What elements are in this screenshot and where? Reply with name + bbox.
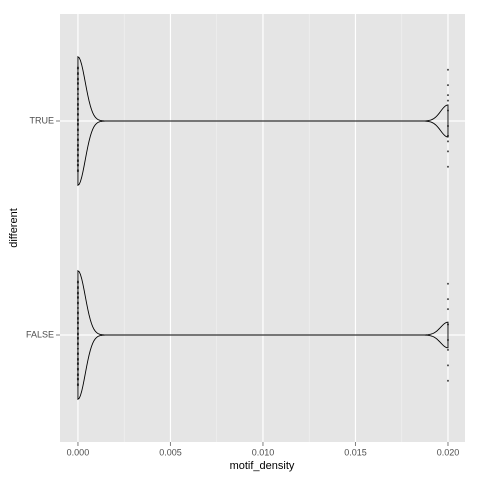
x-tick-label: 0.020 (437, 447, 460, 457)
x-tick-label: 0.010 (252, 447, 275, 457)
y-tick-label: FALSE (26, 329, 54, 339)
point (446, 124, 449, 127)
point (446, 282, 449, 285)
point (76, 113, 79, 116)
point (446, 379, 449, 382)
point (76, 358, 79, 361)
point (76, 139, 79, 142)
point (76, 384, 79, 387)
point (76, 343, 79, 346)
point (76, 363, 79, 366)
point (76, 302, 79, 305)
x-tick-label: 0.005 (159, 447, 182, 457)
point (76, 119, 79, 122)
point (76, 98, 79, 101)
point (76, 337, 79, 340)
point (76, 83, 79, 86)
point (76, 160, 79, 163)
point (76, 88, 79, 91)
point (76, 297, 79, 300)
point (446, 323, 449, 326)
point (76, 281, 79, 284)
point (76, 123, 79, 126)
point (446, 165, 449, 168)
point (76, 104, 79, 107)
point (76, 378, 79, 381)
point (76, 149, 79, 152)
point (76, 353, 79, 356)
point (446, 308, 449, 311)
violin (77, 269, 449, 401)
point (446, 109, 449, 112)
point (446, 99, 449, 102)
point (446, 348, 449, 351)
point (446, 94, 449, 97)
point (76, 312, 79, 315)
point (76, 292, 79, 295)
point (76, 318, 79, 321)
point (76, 78, 79, 81)
x-axis-title: motif_density (230, 460, 295, 472)
point (76, 322, 79, 325)
point (446, 140, 449, 143)
point (76, 92, 79, 95)
point (76, 129, 79, 132)
y-axis-title: different (8, 208, 20, 248)
point (446, 364, 449, 367)
point (76, 133, 79, 136)
point (76, 73, 79, 76)
point (446, 134, 449, 137)
point (76, 368, 79, 371)
point (76, 287, 79, 290)
violin (77, 55, 449, 187)
point (76, 144, 79, 147)
point (76, 154, 79, 157)
point (76, 108, 79, 111)
point (76, 333, 79, 336)
point (76, 67, 79, 70)
point (76, 306, 79, 309)
point (76, 327, 79, 330)
x-tick-label: 0.015 (344, 447, 367, 457)
point (76, 164, 79, 167)
point (446, 338, 449, 341)
point (76, 170, 79, 173)
point (446, 84, 449, 87)
point (76, 374, 79, 377)
point (76, 347, 79, 350)
point (446, 68, 449, 71)
point (446, 298, 449, 301)
x-tick-label: 0.000 (67, 447, 90, 457)
y-tick-label: TRUE (30, 115, 55, 125)
point (446, 150, 449, 153)
